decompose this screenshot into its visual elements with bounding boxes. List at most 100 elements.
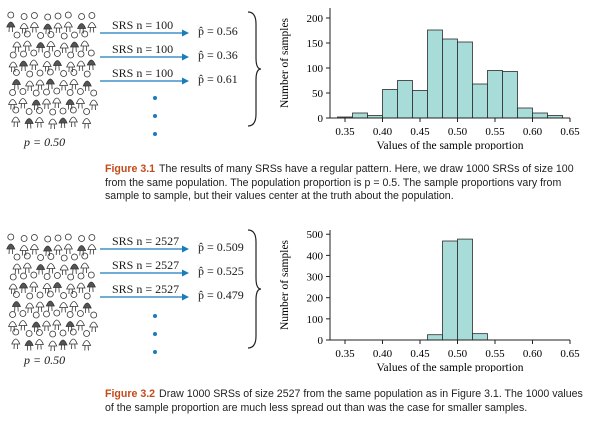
head-shape: [90, 311, 98, 319]
histogram-bar: [472, 83, 488, 119]
body-shape: [36, 42, 46, 48]
body-shape: [58, 117, 68, 124]
head-shape: [71, 253, 78, 261]
person-figure-icon: [34, 107, 44, 128]
head-shape: [12, 106, 20, 114]
person-figure-icon: [58, 107, 68, 129]
caption-text: Draw 1000 SRSs of size 2527 from the sam…: [105, 388, 583, 414]
person-figure-icon: [53, 12, 63, 34]
y-tick-label: 300: [307, 272, 324, 284]
body-shape: [75, 98, 85, 104]
body-shape: [59, 264, 69, 271]
head-shape: [90, 89, 98, 97]
sample-proportion: p̂ = 0.525: [198, 264, 244, 278]
head-shape: [47, 31, 55, 38]
body-shape: [48, 118, 58, 125]
body-shape: [29, 59, 39, 66]
person-figure-icon: [6, 11, 16, 33]
y-tick-label: 200: [307, 13, 324, 25]
person-figure-icon: [31, 89, 41, 111]
body-shape: [11, 79, 21, 85]
head-shape: [69, 328, 77, 336]
person-figure-icon: [82, 292, 92, 314]
head-shape: [20, 13, 28, 20]
body-shape: [52, 97, 62, 104]
body-shape: [31, 99, 41, 106]
person-figure-icon: [48, 330, 58, 352]
head-shape: [7, 11, 15, 19]
person-figure-icon: [75, 310, 85, 331]
person-figure-icon: [41, 88, 52, 110]
continuation-dots: [153, 314, 157, 368]
person-figure-icon: [43, 235, 53, 257]
body-shape: [59, 42, 69, 49]
histogram-bar: [502, 71, 518, 119]
body-shape: [42, 283, 52, 289]
person-figure-icon: [80, 252, 90, 274]
y-axis-label: Number of samples: [279, 17, 291, 108]
person-figure-icon: [46, 253, 56, 274]
srs-label: SRS n = 100: [112, 18, 174, 32]
x-tick-label: 0.60: [523, 348, 543, 360]
histogram-bar: [457, 41, 473, 119]
body-shape: [77, 23, 87, 29]
y-axis-label: Number of samples: [279, 239, 291, 330]
x-tick-label: 0.55: [485, 348, 505, 360]
body-shape: [31, 321, 41, 328]
head-shape: [59, 329, 67, 337]
person-figure-icon: [63, 233, 73, 255]
dot-icon: [153, 350, 157, 354]
head-shape: [9, 311, 16, 318]
arrow-right-icon: [100, 29, 189, 37]
head-shape: [9, 51, 17, 59]
person-figure-icon: [87, 12, 97, 33]
head-shape: [81, 30, 89, 38]
body-shape: [29, 281, 39, 288]
head-shape: [64, 11, 72, 19]
person-figure-icon: [69, 253, 80, 275]
person-figure-icon: [8, 273, 18, 295]
body-shape: [52, 282, 62, 288]
person-figure-icon: [19, 235, 29, 256]
body-shape: [19, 23, 29, 29]
head-shape: [49, 330, 57, 338]
head-shape: [12, 291, 20, 298]
person-figure-icon: [76, 50, 86, 72]
body-shape: [65, 99, 75, 105]
person-figure-icon: [36, 254, 46, 275]
histogram-bar: [517, 107, 533, 119]
body-shape: [82, 80, 92, 87]
x-tick-label: 0.60: [523, 126, 543, 138]
head-shape: [88, 234, 96, 241]
body-shape: [86, 281, 96, 288]
srs-label: SRS n = 2527: [112, 282, 180, 296]
head-shape: [26, 70, 34, 78]
head-shape: [78, 235, 85, 242]
person-figure-icon: [29, 234, 39, 255]
x-tick-label: 0.45: [410, 126, 430, 138]
body-shape: [11, 338, 21, 345]
body-shape: [80, 40, 90, 47]
person-figure-icon: [48, 108, 58, 130]
head-shape: [23, 30, 31, 38]
head-shape: [36, 107, 43, 114]
head-shape: [60, 70, 67, 77]
head-shape: [19, 88, 27, 95]
body-shape: [77, 245, 87, 251]
person-figure-icon: [66, 273, 76, 295]
body-shape: [69, 263, 80, 270]
head-shape: [59, 107, 67, 115]
person-figure-icon: [11, 328, 21, 350]
person-figure-icon: [82, 108, 92, 129]
person-figure-icon: [35, 291, 45, 313]
head-shape: [77, 88, 84, 95]
body-shape: [6, 243, 16, 250]
head-shape: [9, 273, 17, 281]
head-shape: [30, 234, 38, 241]
head-shape: [49, 108, 57, 116]
dot-icon: [153, 314, 157, 318]
sample-proportion: p̂ = 0.479: [198, 288, 244, 302]
person-figure-icon: [29, 12, 39, 33]
dot-icon: [153, 96, 157, 100]
person-figure-icon: [11, 69, 21, 90]
